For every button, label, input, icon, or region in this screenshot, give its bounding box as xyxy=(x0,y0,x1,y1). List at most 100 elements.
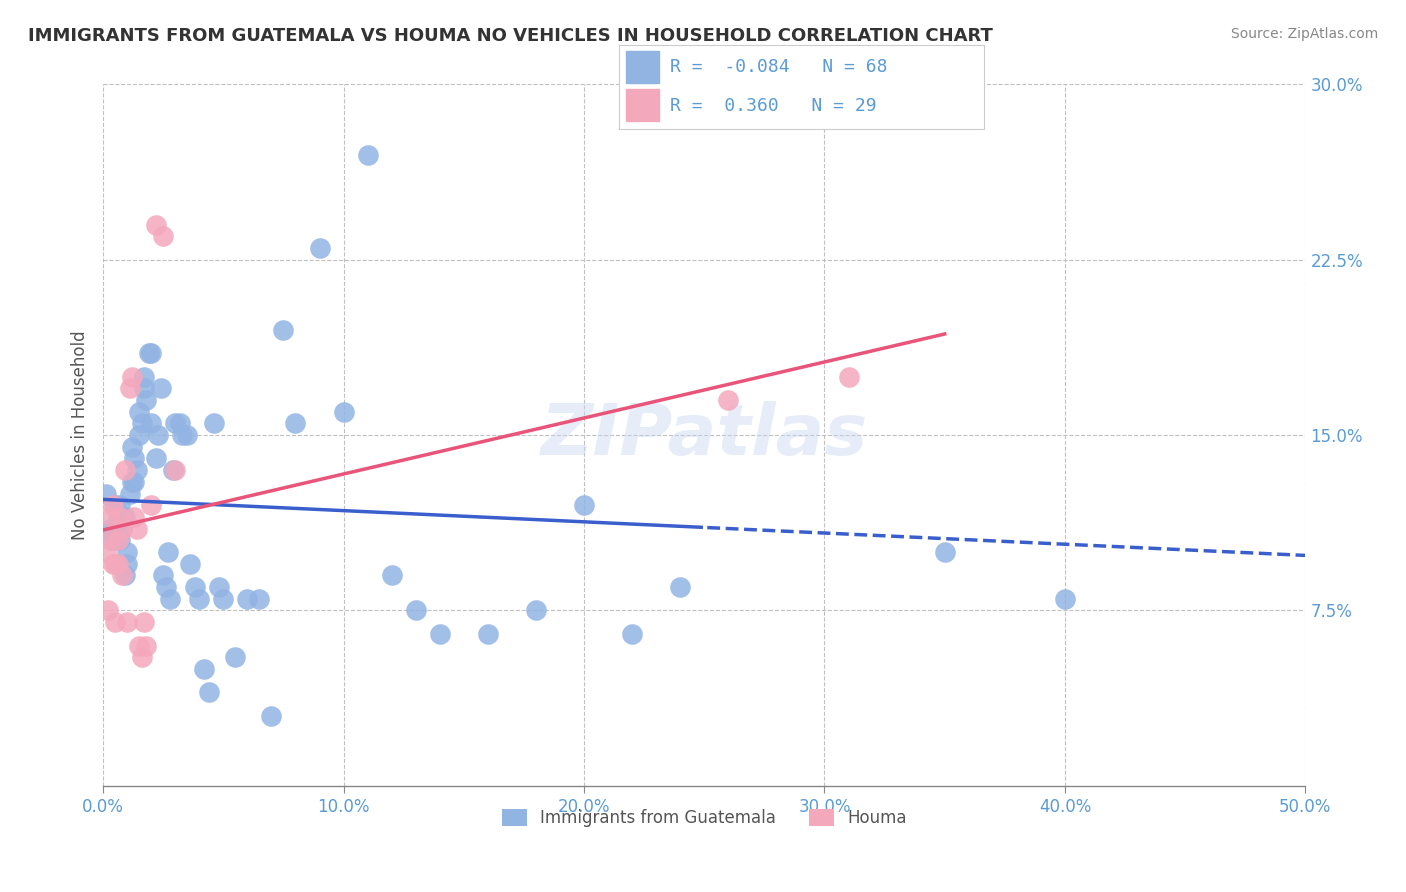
Point xyxy=(124,451,146,466)
Bar xyxy=(626,88,659,120)
Point xyxy=(131,650,153,665)
Text: IMMIGRANTS FROM GUATEMALA VS HOUMA NO VEHICLES IN HOUSEHOLD CORRELATION CHART: IMMIGRANTS FROM GUATEMALA VS HOUMA NO VE… xyxy=(28,27,993,45)
Point xyxy=(107,533,129,548)
Point xyxy=(108,510,131,524)
Point xyxy=(114,463,136,477)
Point xyxy=(132,369,155,384)
Point xyxy=(273,323,295,337)
Point xyxy=(162,463,184,477)
Point xyxy=(108,498,131,512)
Y-axis label: No Vehicles in Household: No Vehicles in Household xyxy=(72,330,89,540)
Point xyxy=(477,627,499,641)
Point xyxy=(356,147,378,161)
Point xyxy=(141,346,163,360)
Point xyxy=(236,591,259,606)
Point xyxy=(104,498,127,512)
Point xyxy=(172,428,194,442)
Point xyxy=(111,568,134,582)
Point xyxy=(207,580,229,594)
Point xyxy=(212,591,235,606)
Point xyxy=(717,392,740,407)
Point xyxy=(125,463,148,477)
Point xyxy=(107,510,129,524)
Point xyxy=(176,428,198,442)
Bar xyxy=(626,51,659,83)
Point xyxy=(152,568,174,582)
Point xyxy=(101,557,124,571)
Point xyxy=(104,615,127,629)
Point xyxy=(202,417,225,431)
Point xyxy=(524,603,547,617)
Point xyxy=(157,545,180,559)
Point xyxy=(224,650,246,665)
Point xyxy=(141,417,163,431)
Point xyxy=(183,580,205,594)
Point xyxy=(98,522,121,536)
Point xyxy=(179,557,201,571)
Point xyxy=(284,417,307,431)
Point xyxy=(98,510,121,524)
Point xyxy=(94,486,117,500)
Text: R =  0.360   N = 29: R = 0.360 N = 29 xyxy=(669,96,876,114)
Point xyxy=(332,405,354,419)
Point xyxy=(101,498,124,512)
Point xyxy=(121,440,143,454)
Point xyxy=(308,241,330,255)
Point xyxy=(107,557,129,571)
Point xyxy=(165,463,187,477)
Point xyxy=(381,568,404,582)
Point xyxy=(429,627,451,641)
Point xyxy=(98,533,121,548)
Point xyxy=(94,545,117,559)
Point xyxy=(111,522,134,536)
Point xyxy=(104,522,127,536)
Point xyxy=(97,603,120,617)
Point xyxy=(104,557,127,571)
Point xyxy=(260,708,283,723)
Point xyxy=(405,603,427,617)
Point xyxy=(114,510,136,524)
Point xyxy=(145,451,167,466)
Point xyxy=(159,591,181,606)
Point xyxy=(198,685,221,699)
Point xyxy=(165,417,187,431)
Point xyxy=(111,522,134,536)
Point xyxy=(934,545,956,559)
Text: ZIPatlas: ZIPatlas xyxy=(540,401,868,469)
Text: Source: ZipAtlas.com: Source: ZipAtlas.com xyxy=(1230,27,1378,41)
Point xyxy=(141,498,163,512)
Point xyxy=(152,229,174,244)
Point xyxy=(135,392,157,407)
Point xyxy=(145,218,167,232)
Point xyxy=(188,591,211,606)
Point xyxy=(193,662,215,676)
Point xyxy=(148,428,170,442)
Point xyxy=(115,615,138,629)
Legend: Immigrants from Guatemala, Houma: Immigrants from Guatemala, Houma xyxy=(495,802,914,833)
Point xyxy=(155,580,177,594)
Point xyxy=(132,381,155,395)
Point xyxy=(669,580,692,594)
Point xyxy=(124,510,146,524)
Point xyxy=(108,533,131,548)
Point xyxy=(124,475,146,489)
Point xyxy=(135,639,157,653)
Point xyxy=(115,545,138,559)
Point xyxy=(621,627,644,641)
Point xyxy=(838,369,860,384)
Point xyxy=(138,346,160,360)
Text: R =  -0.084   N = 68: R = -0.084 N = 68 xyxy=(669,59,887,77)
Point xyxy=(131,417,153,431)
Point xyxy=(118,486,141,500)
Point xyxy=(118,381,141,395)
Point xyxy=(111,510,134,524)
Point xyxy=(149,381,172,395)
Point xyxy=(132,615,155,629)
Point xyxy=(572,498,595,512)
Point xyxy=(128,405,150,419)
Point xyxy=(128,639,150,653)
Point xyxy=(169,417,191,431)
Point xyxy=(125,522,148,536)
Point xyxy=(249,591,271,606)
Point xyxy=(1053,591,1076,606)
